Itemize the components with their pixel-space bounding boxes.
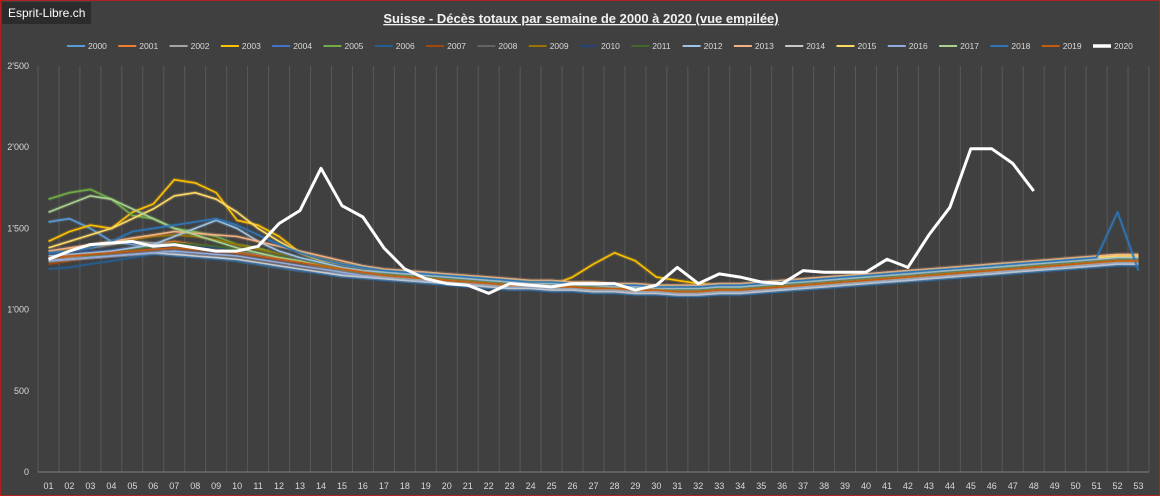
x-tick-label: 31: [672, 481, 682, 491]
legend-label: 2019: [1063, 41, 1082, 51]
x-tick-label: 38: [819, 481, 829, 491]
x-tick-label: 43: [924, 481, 934, 491]
y-tick-label: 500: [14, 386, 29, 396]
site-watermark: Esprit-Libre.ch: [2, 2, 92, 24]
x-tick-label: 08: [190, 481, 200, 491]
x-tick-label: 03: [85, 481, 95, 491]
legend-label: 2015: [858, 41, 877, 51]
x-tick-label: 04: [106, 481, 116, 491]
x-tick-label: 07: [169, 481, 179, 491]
x-tick-label: 47: [1008, 481, 1018, 491]
x-tick-label: 42: [903, 481, 913, 491]
legend-label: 2008: [498, 41, 517, 51]
series-line-2016: [48, 250, 1139, 295]
chart-title: Suisse - Décès totaux par semaine de 200…: [383, 11, 778, 26]
x-tick-label: 14: [316, 481, 326, 491]
legend-label: 2010: [601, 41, 620, 51]
x-tick-label: 02: [64, 481, 74, 491]
x-tick-label: 45: [966, 481, 976, 491]
x-tick-label: 20: [442, 481, 452, 491]
legend-label: 2012: [704, 41, 723, 51]
x-tick-label: 13: [295, 481, 305, 491]
x-tick-label: 39: [840, 481, 850, 491]
legend-label: 2016: [909, 41, 928, 51]
x-tick-label: 28: [609, 481, 619, 491]
series-line-2013: [48, 230, 1139, 287]
x-tick-label: 35: [756, 481, 766, 491]
x-tick-label: 41: [882, 481, 892, 491]
x-tick-label: 12: [274, 481, 284, 491]
legend-label: 2013: [755, 41, 774, 51]
x-tick-label: 05: [127, 481, 137, 491]
series-line-2014: [48, 252, 1139, 296]
series-line-2006: [48, 253, 1139, 298]
legend-label: 2020: [1114, 41, 1133, 51]
x-tick-label: 50: [1071, 481, 1081, 491]
x-tick-label: 49: [1050, 481, 1060, 491]
x-tick-label: 25: [547, 481, 557, 491]
series-line-2020: [47, 147, 1035, 295]
x-tick-label: 52: [1113, 481, 1123, 491]
x-tick-label: 22: [484, 481, 494, 491]
x-axis: 01 02 03 04 05 06 07 08 09 10 11 12 13 14 15 16 17 18 19 20…: [43, 481, 1143, 491]
legend-label: 2004: [293, 41, 312, 51]
y-axis: 0 500 1'000 1'500 2'000 2'500: [7, 61, 29, 477]
x-tick-label: 23: [505, 481, 515, 491]
series-line-2011: [48, 242, 1139, 291]
legend-label: 2002: [191, 41, 210, 51]
x-tick-label: 36: [777, 481, 787, 491]
y-tick-label: 2'000: [7, 142, 29, 152]
x-tick-label: 26: [568, 481, 578, 491]
x-tick-label: 16: [358, 481, 368, 491]
x-tick-label: 33: [714, 481, 724, 491]
x-tick-label: 27: [588, 481, 598, 491]
x-tick-label: 51: [1092, 481, 1102, 491]
legend-label: 2001: [139, 41, 158, 51]
y-tick-label: 1'500: [7, 223, 29, 233]
legend-label: 2005: [345, 41, 364, 51]
x-tick-label: 11: [253, 481, 262, 491]
x-tick-label: 15: [337, 481, 347, 491]
x-tick-label: 29: [630, 481, 640, 491]
x-tick-label: 32: [693, 481, 703, 491]
x-tick-label: 24: [526, 481, 536, 491]
legend-label: 2011: [652, 41, 671, 51]
x-tick-label: 46: [987, 481, 997, 491]
x-tick-label: 09: [211, 481, 221, 491]
series-line-2012: [48, 219, 1139, 290]
legend-label: 2007: [447, 41, 466, 51]
legend: 2000 2001 2002 2003 2004 2005 2006 2007 2008 2009…: [67, 41, 1133, 51]
x-tick-label: 48: [1029, 481, 1039, 491]
x-tick-label: 19: [421, 481, 431, 491]
legend-label: 2014: [806, 41, 825, 51]
legend-label: 2017: [960, 41, 979, 51]
x-tick-label: 01: [43, 481, 53, 491]
x-tick-label: 34: [735, 481, 745, 491]
x-tick-label: 18: [400, 481, 410, 491]
x-tick-label: 30: [651, 481, 661, 491]
x-tick-label: 21: [463, 481, 473, 491]
x-tick-label: 17: [379, 481, 389, 491]
x-tick-label: 53: [1134, 481, 1144, 491]
x-tick-label: 40: [861, 481, 871, 491]
legend-label: 2009: [550, 41, 569, 51]
legend-label: 2003: [242, 41, 261, 51]
x-tick-label: 37: [798, 481, 808, 491]
y-tick-label: 0: [24, 467, 29, 477]
x-tick-label: 06: [148, 481, 158, 491]
legend-label: 2006: [396, 41, 415, 51]
legend-label: 2000: [88, 41, 107, 51]
y-tick-label: 1'000: [7, 305, 29, 315]
y-tick-label: 2'500: [7, 61, 29, 71]
legend-label: 2018: [1011, 41, 1030, 51]
x-tick-label: 44: [945, 481, 955, 491]
x-tick-label: 10: [232, 481, 242, 491]
plot-area: [47, 147, 1141, 299]
